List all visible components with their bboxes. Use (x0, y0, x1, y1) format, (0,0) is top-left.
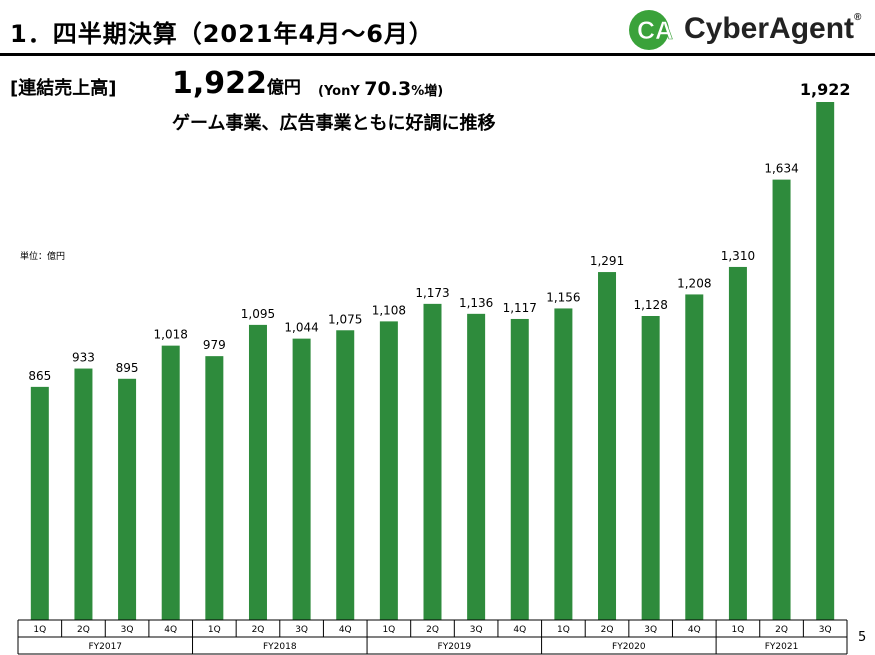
bar (728, 266, 747, 620)
company-logo: CA CyberAgent® (628, 9, 868, 51)
page-number: 5 (858, 630, 867, 645)
bar (74, 368, 93, 620)
yoy-growth: (YonY 70.3%増) (318, 78, 443, 100)
bar-data-label: 1,075 (328, 312, 362, 326)
revenue-headline: 1,922億円 (172, 66, 301, 101)
bar (423, 303, 442, 620)
bar-data-label: 1,095 (241, 307, 275, 321)
headline-subtitle: ゲーム事業、広告事業ともに好調に推移 (172, 113, 496, 134)
fiscal-year-label: FY2019 (438, 642, 472, 652)
fiscal-year-label: FY2018 (263, 642, 297, 652)
bar (205, 356, 224, 620)
bar (336, 330, 355, 620)
x-tick-label: 2Q (77, 625, 90, 635)
x-tick-label: 1Q (208, 625, 221, 635)
metric-label: [連結売上高] (10, 78, 117, 99)
bar-data-label: 1,310 (721, 249, 755, 263)
x-tick-label: 2Q (252, 625, 265, 635)
bar (510, 318, 529, 620)
unit-note: 単位：億円 (20, 252, 66, 262)
bar-data-label: 1,173 (415, 286, 449, 300)
x-tick-label: 1Q (732, 625, 745, 635)
x-tick-label: 4Q (339, 625, 352, 635)
bar (379, 321, 398, 620)
fiscal-year-label: FY2020 (612, 642, 646, 652)
bar (641, 315, 660, 620)
bar-data-label: 1,922 (800, 80, 851, 99)
bar-data-label: 1,291 (590, 254, 624, 268)
logo-mark-icon: CA (629, 10, 673, 50)
bar (161, 345, 180, 620)
fiscal-year-label: FY2017 (88, 642, 122, 652)
bar (30, 386, 49, 620)
bar (292, 338, 311, 620)
bar (118, 378, 137, 620)
bar-data-label: 1,136 (459, 296, 493, 310)
bar-data-label: 1,634 (764, 162, 798, 176)
bar-data-label: 933 (72, 351, 95, 365)
yoy-prefix: (YonY (318, 84, 365, 99)
x-tick-label: 3Q (819, 625, 832, 635)
x-tick-label: 1Q (33, 625, 46, 635)
x-tick-label: 3Q (295, 625, 308, 635)
x-tick-label: 4Q (688, 625, 701, 635)
bar-data-label: 1,156 (546, 290, 580, 304)
bar-data-label: 1,018 (154, 328, 188, 342)
revenue-value: 1,922 (172, 66, 267, 101)
bar-data-label: 865 (28, 369, 51, 383)
bar-data-label: 1,044 (284, 321, 318, 335)
bar-data-label: 1,108 (372, 303, 406, 317)
bar (816, 102, 835, 620)
bar-data-label: 1,117 (503, 301, 537, 315)
x-tick-label: 2Q (601, 625, 614, 635)
bar (248, 324, 267, 620)
bar-data-label: 895 (116, 361, 139, 375)
bar (554, 308, 573, 620)
bar-data-label: 1,208 (677, 276, 711, 290)
fiscal-year-label: FY2021 (765, 642, 799, 652)
x-tick-label: 3Q (644, 625, 657, 635)
bar (598, 272, 617, 620)
x-tick-label: 3Q (121, 625, 134, 635)
registered-mark: ® (854, 12, 862, 23)
x-tick-label: 3Q (470, 625, 483, 635)
revenue-unit: 億円 (266, 78, 301, 98)
bar (772, 179, 791, 620)
x-tick-label: 4Q (513, 625, 526, 635)
x-tick-label: 2Q (775, 625, 788, 635)
x-tick-label: 4Q (164, 625, 177, 635)
logo-mark-text: CA (637, 17, 673, 45)
x-tick-label: 2Q (426, 625, 439, 635)
bar (685, 294, 704, 620)
x-tick-label: 1Q (557, 625, 570, 635)
logo-wordmark: CyberAgent (684, 12, 855, 45)
bar-data-label: 1,128 (633, 298, 667, 312)
title-underline (0, 53, 875, 56)
yoy-value: 70.3 (364, 78, 412, 100)
page-title: 1．四半期決算（2021年4月～6月） (10, 20, 434, 48)
x-tick-label: 1Q (382, 625, 395, 635)
yoy-suffix: %増) (411, 84, 444, 99)
bar-data-label: 979 (203, 338, 226, 352)
bar (467, 313, 486, 620)
